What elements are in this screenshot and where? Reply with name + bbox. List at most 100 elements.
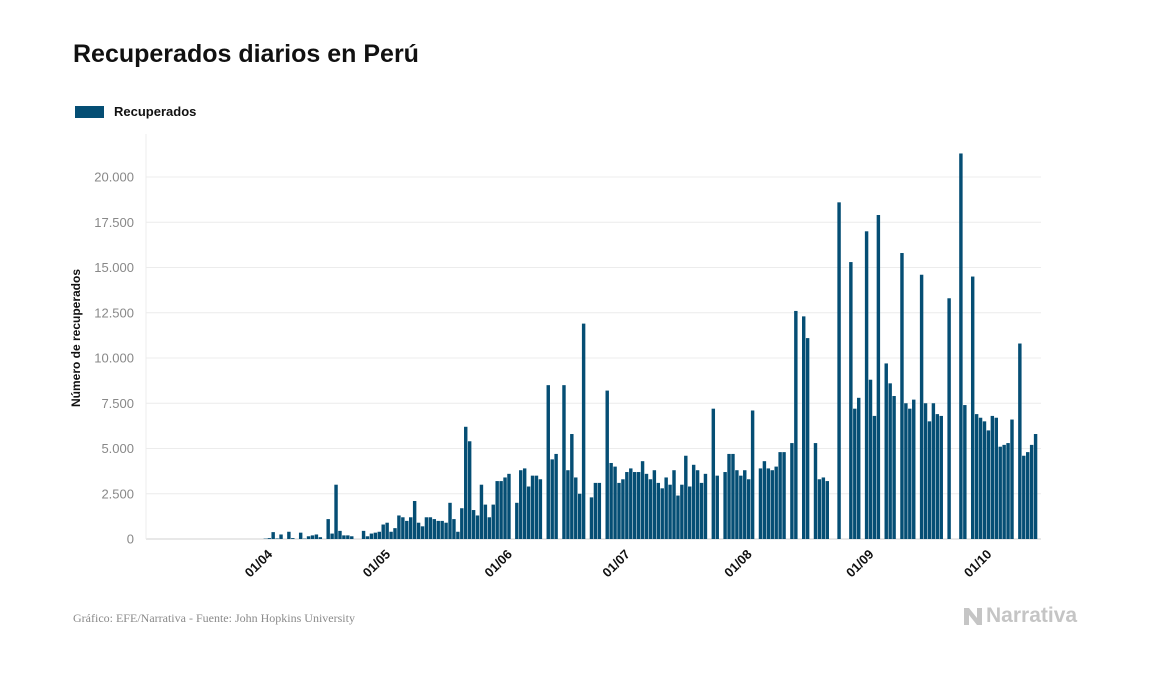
y-tick-label: 12.500 [94,305,134,320]
bar [464,426,468,539]
bar [467,441,472,539]
bar [381,524,385,539]
bar [986,430,991,539]
bar [974,414,979,539]
bar [1010,419,1014,539]
bar [868,379,873,539]
bar [908,408,912,539]
bar [691,464,696,539]
bar [310,535,315,539]
bar [912,399,916,539]
bar [562,385,566,539]
bar [802,316,806,539]
bar [617,482,621,539]
bar [1033,434,1038,539]
y-tick-label: 7.500 [101,396,134,411]
bar [409,517,413,539]
narrativa-logo-icon [964,608,982,625]
bar [377,531,381,539]
bar [499,481,503,539]
y-tick-label: 5.000 [101,441,134,456]
bar [794,310,798,539]
bar [440,520,444,539]
legend-label: Recuperados [114,104,197,119]
bar [723,472,727,539]
bar [373,532,378,539]
x-axis-ticks: 01/04 01/05 01/06 01/07 01/08 01/09 01/10 [242,546,995,580]
bar [538,479,543,539]
brand-name: Narrativa [986,604,1078,627]
bar [625,472,629,539]
bars [263,153,1038,540]
bar [939,415,943,539]
brand-logo: Narrativa [962,604,1077,628]
bar [314,534,319,539]
source-note: Gráfico: EFE/Narrativa - Fuente: John Ho… [73,611,355,625]
x-tick-label: 01/10 [961,547,995,581]
bar [805,338,810,539]
bar [739,475,743,539]
bar [900,253,904,539]
y-tick-label: 17.500 [94,215,134,230]
bar [672,470,676,539]
bar [448,502,452,539]
bar [636,472,641,539]
bar [397,515,401,539]
bar [334,484,338,539]
bar [291,538,295,539]
bar [515,502,519,539]
y-tick-label: 15.000 [94,260,134,275]
bar [275,538,279,539]
x-tick-label: 01/04 [242,546,276,580]
bar [853,408,857,539]
bar [605,390,609,539]
bar [633,472,637,539]
bar [762,461,767,539]
bar [1029,444,1034,539]
bar [660,488,664,539]
bar [452,519,456,539]
bar [577,493,582,539]
bar [837,202,841,539]
bar [570,434,574,539]
bar [648,479,653,539]
bar [487,517,492,539]
bar [817,479,822,539]
bar [770,470,774,539]
bar [420,526,425,539]
bar [271,532,275,539]
bar [888,383,892,539]
bar [428,517,433,539]
bar [318,537,323,539]
bar [534,475,539,539]
x-tick-label: 01/07 [599,547,633,581]
bar [927,421,932,539]
bar [519,470,523,539]
bar [1026,452,1030,539]
bar [782,452,786,539]
bar [416,522,421,539]
bar [581,323,586,539]
bar [813,443,818,539]
bar [526,486,531,539]
bar [758,468,763,539]
bar [994,417,998,539]
bar [656,482,661,539]
bar [746,479,751,539]
bar [731,453,735,539]
bar [550,459,554,539]
legend: Recuperados [75,104,196,119]
bar [279,534,283,539]
bar [743,470,747,539]
bar [507,473,511,539]
x-tick-label: 01/09 [843,547,877,581]
y-tick-label: 10.000 [94,351,134,366]
bar [970,276,975,539]
bar [456,531,460,539]
x-tick-label: 01/08 [721,547,755,581]
bar [778,452,782,539]
bar [365,536,370,539]
bar [668,484,672,539]
bar [640,461,645,539]
